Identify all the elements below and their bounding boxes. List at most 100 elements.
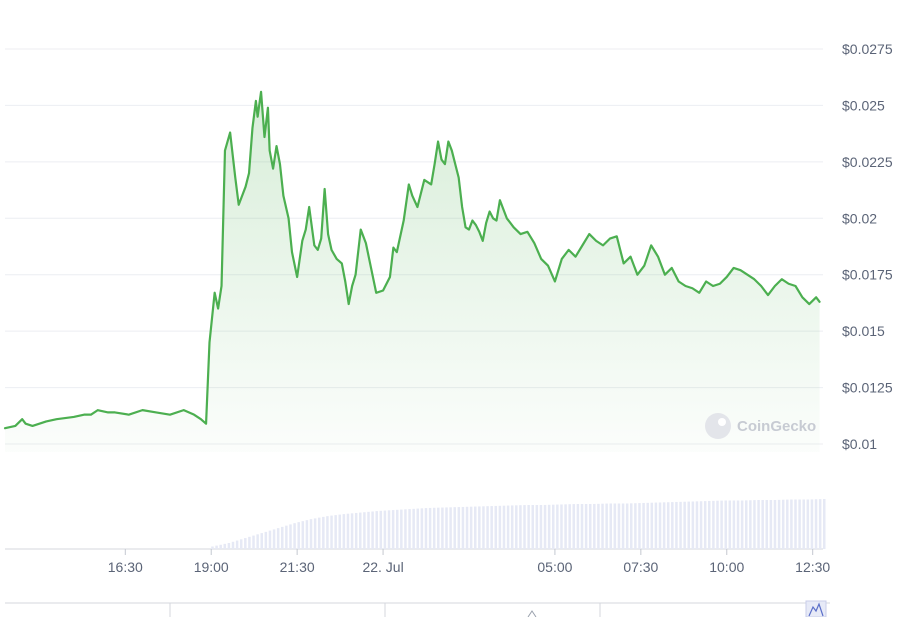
volume-bar bbox=[740, 500, 744, 549]
x-tick-label: 07:30 bbox=[623, 559, 658, 575]
volume-bar bbox=[757, 500, 760, 549]
volume-bar bbox=[256, 534, 259, 549]
volume-bar bbox=[494, 505, 498, 549]
volume-bar bbox=[252, 535, 255, 549]
volume-bar bbox=[703, 501, 707, 549]
volume-bar bbox=[814, 499, 818, 549]
volume-bar bbox=[588, 504, 592, 549]
volume-bar bbox=[342, 514, 346, 549]
volume-bar bbox=[708, 500, 711, 549]
volume-bar bbox=[527, 505, 530, 549]
volume-bar bbox=[478, 506, 481, 549]
volume-bar bbox=[297, 522, 300, 549]
volume-bar bbox=[568, 504, 571, 549]
volume-bar bbox=[445, 507, 448, 549]
volume-bar bbox=[469, 506, 473, 549]
volume-bar bbox=[391, 510, 395, 549]
volume-bar bbox=[502, 505, 506, 549]
y-tick-label: $0.0275 bbox=[842, 41, 893, 57]
price-area-fill bbox=[5, 91, 820, 452]
navigator-handle-mark[interactable] bbox=[527, 610, 537, 617]
volume-bar bbox=[506, 505, 510, 549]
y-tick-label: $0.01 bbox=[842, 436, 877, 452]
volume-bar bbox=[683, 501, 686, 549]
volume-bar bbox=[235, 540, 239, 549]
volume-bar bbox=[420, 508, 424, 549]
y-tick-label: $0.0175 bbox=[842, 267, 893, 283]
volume-bar bbox=[268, 530, 272, 549]
x-tick-label: 22. Jul bbox=[362, 559, 403, 575]
volume-bar bbox=[367, 511, 370, 549]
volume-bar bbox=[453, 507, 456, 549]
volume-bar bbox=[309, 519, 313, 549]
volume-bar bbox=[744, 500, 748, 549]
volume-bar bbox=[642, 502, 645, 549]
volume-bar bbox=[601, 503, 604, 549]
volume-bar bbox=[823, 499, 826, 549]
volume-bar bbox=[531, 505, 534, 549]
volume-bar bbox=[523, 505, 526, 549]
volume-bar bbox=[732, 500, 736, 549]
volume-bar bbox=[749, 500, 752, 549]
volume-bar bbox=[281, 526, 284, 549]
volume-bar bbox=[215, 545, 218, 549]
volume-bar bbox=[379, 510, 383, 549]
volume-bar bbox=[695, 501, 699, 549]
y-tick-label: $0.015 bbox=[842, 323, 885, 339]
volume-bar bbox=[334, 515, 337, 549]
volume-bar bbox=[666, 502, 670, 549]
volume-bar bbox=[317, 517, 321, 549]
volume-bar bbox=[457, 507, 461, 549]
volume-bar bbox=[720, 500, 723, 549]
x-tick-label: 19:00 bbox=[194, 559, 229, 575]
coingecko-logo-eye bbox=[718, 418, 726, 426]
volume-bar bbox=[515, 505, 518, 549]
volume-bar bbox=[498, 505, 502, 549]
volume-bar bbox=[350, 513, 354, 549]
volume-bars bbox=[211, 499, 826, 549]
volume-bar bbox=[679, 501, 682, 549]
navigator[interactable] bbox=[5, 600, 830, 617]
volume-bar bbox=[449, 507, 452, 549]
x-tick-label: 12:30 bbox=[795, 559, 830, 575]
volume-bar bbox=[395, 509, 399, 549]
volume-bar bbox=[465, 506, 469, 549]
volume-bar bbox=[806, 499, 810, 549]
volume-bar bbox=[276, 528, 280, 549]
volume-bar bbox=[326, 516, 329, 549]
volume-bar bbox=[227, 543, 231, 549]
volume-bar bbox=[810, 499, 814, 549]
volume-bar bbox=[576, 504, 580, 549]
volume-bar bbox=[773, 499, 777, 549]
volume-bar bbox=[654, 502, 658, 549]
volume-bar bbox=[387, 510, 391, 549]
volume-bar bbox=[736, 500, 740, 549]
volume-bar bbox=[432, 507, 436, 549]
volume-bar bbox=[777, 499, 781, 549]
volume-bar bbox=[572, 504, 576, 549]
volume-bar bbox=[630, 503, 633, 549]
volume-bar bbox=[363, 512, 366, 549]
volume-bar bbox=[404, 509, 407, 549]
volume-bar bbox=[761, 500, 764, 549]
volume-bar bbox=[584, 504, 588, 549]
volume-bar bbox=[383, 510, 387, 549]
y-tick-label: $0.0225 bbox=[842, 154, 893, 170]
volume-bar bbox=[691, 501, 695, 549]
volume-bar bbox=[346, 513, 350, 549]
mini-chart-icon-line bbox=[808, 602, 824, 617]
volume-bar bbox=[794, 499, 797, 549]
volume-bar bbox=[519, 505, 522, 549]
volume-bar bbox=[223, 543, 227, 549]
volume-bar bbox=[802, 499, 805, 549]
volume-bar bbox=[671, 502, 674, 549]
mini-chart-icon[interactable] bbox=[805, 600, 827, 617]
volume-bar bbox=[675, 501, 678, 549]
volume-bar bbox=[798, 499, 801, 549]
price-line bbox=[3, 90, 821, 430]
volume-bar bbox=[786, 499, 789, 549]
volume-bar bbox=[510, 505, 514, 549]
volume-bar bbox=[724, 500, 727, 549]
volume-bar bbox=[354, 512, 358, 549]
